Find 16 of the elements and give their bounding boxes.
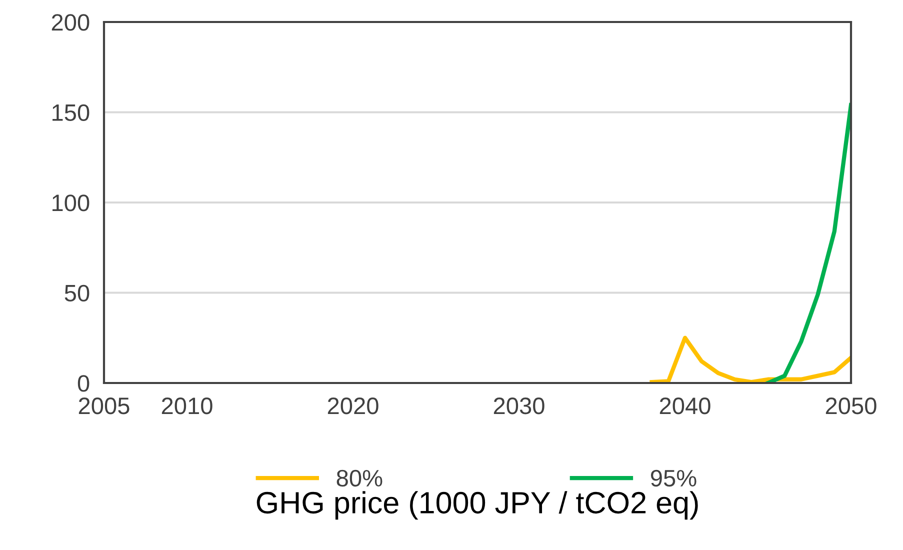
- legend-label: 95%: [650, 470, 696, 487]
- y-tick-label: 50: [64, 284, 90, 302]
- x-tick-label: 2030: [494, 398, 544, 414]
- line-series: [766, 102, 851, 383]
- x-tick-label: 2005: [78, 398, 130, 414]
- x-tick-label: 2040: [660, 398, 710, 414]
- x-tick-label: 2050: [826, 398, 876, 414]
- x-tick-label: 2020: [328, 398, 378, 414]
- x-tick-label: 2010: [162, 398, 212, 414]
- y-tick-label: 150: [52, 104, 90, 122]
- legend-label: 80%: [336, 470, 382, 487]
- y-tick-label: 100: [52, 194, 90, 212]
- x-axis-title: GHG price (1000 JPY / tCO2 eq): [256, 491, 698, 520]
- y-tick-label: 0: [78, 375, 90, 392]
- y-tick-label: 200: [52, 14, 90, 31]
- line-series: [650, 336, 851, 383]
